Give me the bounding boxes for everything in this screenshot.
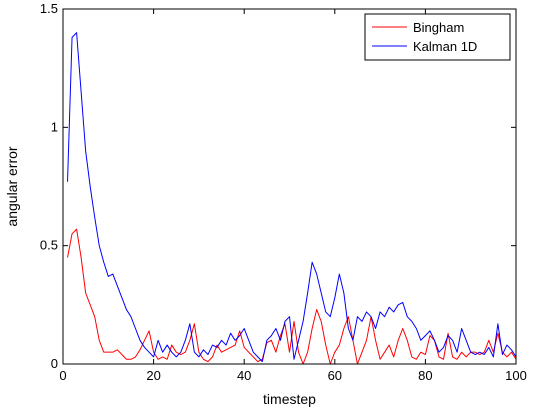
x-axis-label: timestep xyxy=(263,391,316,407)
plot-background xyxy=(63,9,516,364)
x-tick-label: 60 xyxy=(328,368,342,383)
legend-label-kalman-1d: Kalman 1D xyxy=(413,39,477,54)
series-line-kalman-1d xyxy=(67,32,517,363)
ticks-layer: 0 20 40 60 80 100 0 0.5 1 1.5 xyxy=(40,1,527,383)
y-tick-label: 0 xyxy=(51,356,58,371)
x-tick-label: 80 xyxy=(418,368,432,383)
series-layer xyxy=(67,32,517,365)
x-tick-label: 100 xyxy=(505,368,527,383)
legend-label-bingham: Bingham xyxy=(413,20,464,35)
y-tick-label: 1 xyxy=(51,119,58,134)
y-axis-label: angular error xyxy=(4,146,20,226)
legend: Bingham Kalman 1D xyxy=(364,13,511,61)
plot-frame xyxy=(62,8,517,365)
x-tick-label: 20 xyxy=(146,368,160,383)
x-tick-label: 40 xyxy=(237,368,251,383)
legend-box xyxy=(364,13,511,61)
plot-area: 0 20 40 60 80 100 0 0.5 1 1.5 xyxy=(40,1,527,383)
y-tick-label: 0.5 xyxy=(40,238,58,253)
y-tick-label: 1.5 xyxy=(40,1,58,16)
x-tick-label: 0 xyxy=(59,368,66,383)
